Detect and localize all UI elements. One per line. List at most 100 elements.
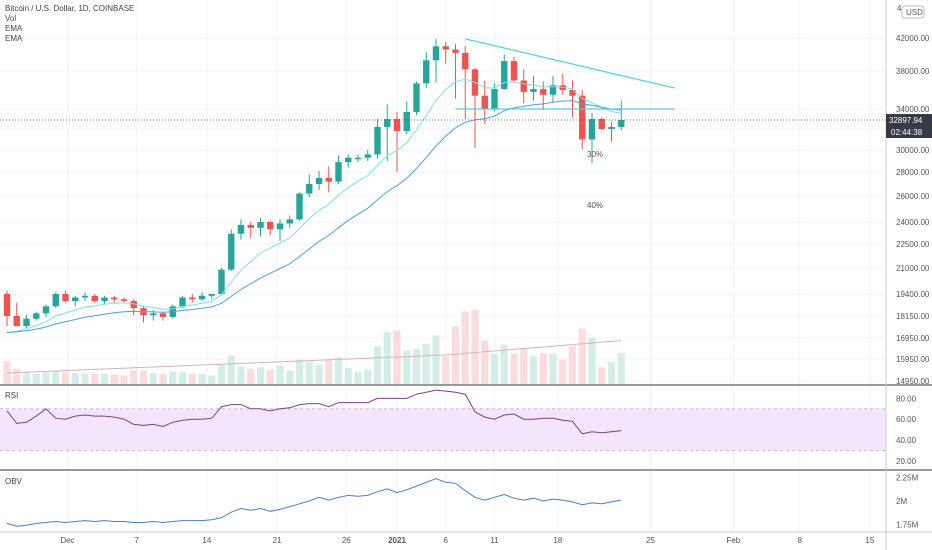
volume-bar-24	[237, 366, 245, 384]
volume-bars	[3, 309, 625, 384]
price-tick-0: 42000.00	[896, 34, 930, 43]
time-tick-12: 15	[865, 536, 874, 545]
candle-body-63	[618, 120, 625, 127]
volume-bar-26	[256, 367, 265, 384]
volume-bar-12	[120, 375, 128, 384]
volume-bar-23	[227, 355, 235, 384]
candle-59	[579, 90, 586, 149]
grid-lines	[0, 0, 886, 532]
volume-bar-10	[100, 373, 109, 384]
volume-bar-7	[71, 373, 79, 384]
overlays: 30% 40%	[0, 38, 886, 333]
candle-27	[267, 220, 274, 236]
volume-bar-22	[217, 363, 226, 384]
candle-40	[393, 112, 401, 172]
volume-bar-44	[432, 335, 440, 384]
candle-8	[81, 292, 89, 302]
time-tick-0: Dec	[60, 536, 74, 545]
candle-body-58	[569, 90, 576, 96]
countdown-badge	[886, 126, 932, 139]
candle-body-45	[442, 46, 449, 50]
rsi-tick-2: 40.00	[896, 436, 917, 445]
candle-body-11	[111, 297, 118, 300]
candle-55	[540, 81, 547, 110]
annotation-fib30: 30%	[587, 150, 603, 159]
volume-bar-6	[61, 372, 70, 384]
currency-label: USD	[906, 8, 923, 17]
candle-41	[403, 101, 410, 135]
volume-bar-1	[13, 368, 21, 384]
candle-26	[257, 218, 264, 237]
candle-body-21	[208, 294, 215, 296]
candle-body-36	[354, 157, 362, 160]
candle-body-19	[189, 297, 196, 300]
volume-bar-11	[110, 374, 118, 384]
volume-bar-8	[81, 373, 89, 384]
candle-body-2	[23, 318, 30, 327]
volume-bar-41	[403, 350, 411, 384]
volume-bar-54	[529, 356, 538, 384]
volume-bar-13	[130, 370, 138, 384]
candle-44	[432, 38, 440, 83]
price-tick-12: 16950.00	[896, 334, 930, 343]
candle-body-20	[198, 295, 206, 300]
candle-body-35	[345, 157, 352, 163]
annotation-fib40: 40%	[587, 201, 603, 210]
price-tick-7: 24000.00	[896, 218, 930, 227]
candle-47	[462, 46, 469, 119]
candle-46	[452, 43, 459, 99]
candle-body-41	[403, 112, 410, 132]
candle-body-56	[549, 85, 557, 95]
candle-10	[101, 295, 108, 305]
candle-31	[306, 174, 313, 198]
rsi-tick-0: 80.00	[896, 394, 917, 403]
volume-bar-63	[617, 353, 625, 384]
candle-body-13	[130, 301, 137, 309]
candle-body-54	[530, 89, 537, 92]
candle-57	[559, 73, 566, 95]
time-tick-4: 26	[342, 536, 351, 545]
candle-52	[510, 56, 518, 83]
candle-body-55	[540, 89, 547, 95]
candle-22	[218, 268, 225, 296]
volume-bar-4	[42, 372, 50, 384]
chart-title: Bitcoin / U.S. Dollar, 1D, COINBASE	[5, 4, 135, 13]
candle-body-62	[608, 127, 615, 129]
candle-16	[159, 311, 167, 321]
volume-bar-62	[607, 362, 616, 384]
candle-body-42	[413, 83, 420, 112]
candle-body-6	[62, 294, 69, 302]
volume-bar-18	[178, 372, 187, 384]
candle-13	[130, 299, 137, 316]
candle-body-18	[179, 297, 186, 307]
volume-bar-27	[266, 369, 274, 384]
price-tick-6: 26000.00	[896, 192, 930, 201]
volume-bar-60	[588, 338, 596, 384]
candle-35	[345, 154, 352, 168]
candle-body-29	[286, 219, 293, 224]
candle-body-22	[218, 269, 225, 294]
candle-body-5	[52, 294, 59, 307]
volume-bar-53	[520, 348, 528, 384]
volume-bar-28	[276, 365, 284, 384]
candle-23	[228, 229, 235, 272]
candle-20	[198, 292, 206, 302]
candle-body-31	[306, 184, 313, 194]
candle-37	[364, 150, 371, 161]
candle-body-27	[267, 222, 274, 230]
price-tick-9: 21000.00	[896, 264, 930, 273]
volume-bar-5	[52, 370, 60, 384]
candle-63	[618, 100, 625, 131]
ema-fast-line	[6, 78, 622, 333]
candle-24	[237, 219, 245, 240]
candle-4	[42, 304, 50, 317]
volume-bar-3	[32, 373, 40, 384]
candle-body-51	[501, 61, 508, 90]
candle-36	[354, 154, 362, 163]
volume-bar-55	[539, 353, 547, 384]
candle-body-44	[432, 46, 440, 61]
volume-bar-30	[295, 359, 304, 384]
rsi-tick-3: 20.00	[896, 457, 917, 466]
ema-slow-line	[6, 100, 622, 333]
